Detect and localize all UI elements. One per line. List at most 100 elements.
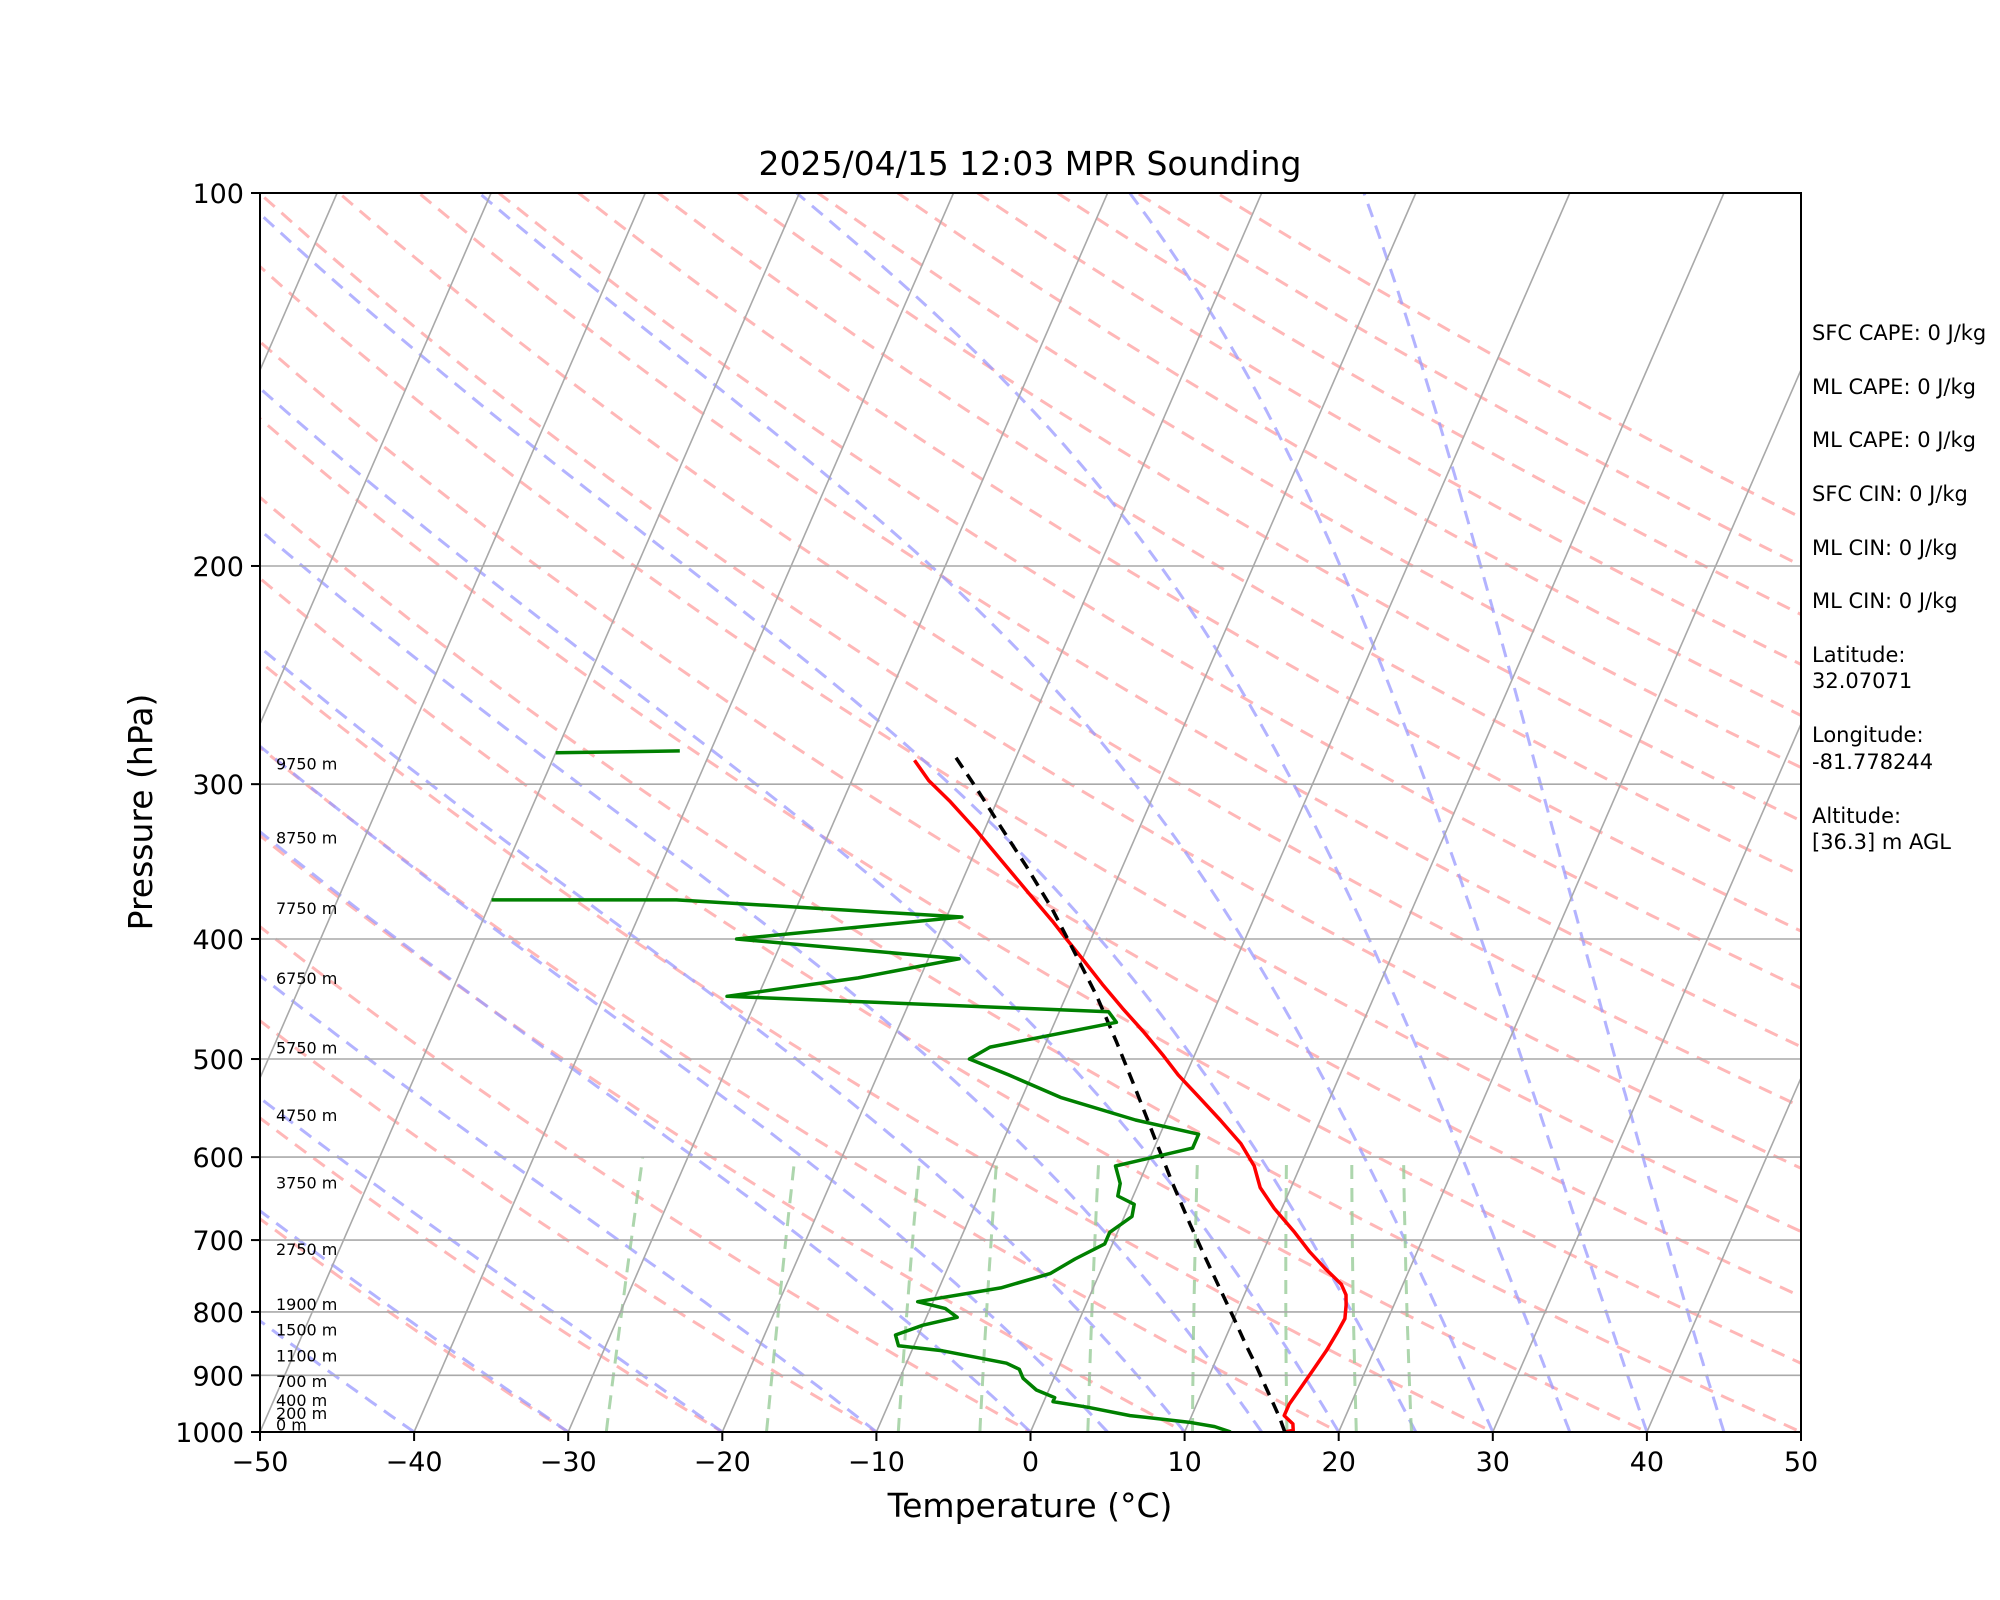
moist-adiabat	[260, 527, 1263, 1432]
info-latitude-label: Latitude:	[1812, 643, 1906, 667]
info-ml-cape-2: ML CAPE: 0 J/kg	[1812, 428, 1976, 452]
x-tick-label: −30	[540, 1447, 597, 1478]
series-line-1	[952, 753, 1287, 1432]
pressure-grid	[260, 192, 1801, 1433]
isotherm	[1337, 367, 1801, 1432]
isotherm	[1029, 193, 1571, 1432]
background-lines	[260, 193, 1801, 1432]
height-label: 9750 m	[276, 755, 337, 774]
dry-adiabat	[260, 416, 1801, 1365]
isotherm	[1646, 1076, 1801, 1432]
info-sfc-cape: SFC CAPE: 0 J/kg	[1812, 321, 1986, 345]
x-tick-label: 40	[1630, 1447, 1664, 1478]
y-tick-label: 100	[192, 179, 244, 210]
isotherm	[1183, 193, 1725, 1432]
y-tick-label: 800	[192, 1298, 244, 1329]
height-label: 200 m	[276, 1404, 327, 1423]
y-axis-title: Pressure (hPa)	[121, 694, 160, 931]
x-tick-label: −50	[232, 1447, 289, 1478]
mixing-ratio-line	[896, 1156, 922, 1432]
y-tick-label: 400	[192, 925, 244, 956]
height-label: 3750 m	[276, 1173, 337, 1192]
info-ml-cin-1: ML CIN: 0 J/kg	[1812, 536, 1958, 560]
height-label: 400 m	[276, 1391, 327, 1410]
mixing-ratio-line	[765, 1156, 797, 1432]
y-tick-label: 1000	[175, 1418, 244, 1449]
isotherm	[260, 193, 492, 726]
chart-title: 2025/04/15 12:03 MPR Sounding	[758, 144, 1301, 183]
x-tick-label: 10	[1167, 1447, 1201, 1478]
sounding-series	[491, 749, 1348, 1432]
height-label: 8750 m	[276, 829, 337, 848]
info-longitude-value: -81.778244	[1812, 750, 1933, 774]
y-tick-label: 200	[192, 552, 244, 583]
info-altitude-value: [36.3] m AGL	[1812, 830, 1951, 854]
height-label: 5750 m	[276, 1039, 337, 1058]
moist-adiabat	[260, 386, 1340, 1432]
moist-adiabat	[260, 1319, 415, 1432]
dry-adiabat	[260, 1018, 880, 1432]
mixing-ratio-line	[604, 1156, 645, 1432]
info-panel: SFC CAPE: 0 J/kg ML CAPE: 0 J/kg ML CAPE…	[1812, 321, 1986, 854]
x-tick-label: −20	[694, 1447, 751, 1478]
dry-adiabat	[260, 833, 1188, 1432]
x-tick-label: 50	[1784, 1447, 1818, 1478]
x-tick-label: 30	[1476, 1447, 1510, 1478]
dry-adiabat	[896, 193, 1801, 718]
isotherm	[413, 193, 955, 1432]
info-latitude-value: 32.07071	[1812, 669, 1912, 693]
y-tick-label: 300	[192, 770, 244, 801]
moist-adiabat	[260, 645, 1186, 1432]
dry-adiabat	[260, 264, 1801, 1234]
info-altitude-label: Altitude:	[1812, 804, 1901, 828]
x-tick-label: −10	[848, 1447, 905, 1478]
x-tick-label: 20	[1322, 1447, 1356, 1478]
x-tick-label: −40	[386, 1447, 443, 1478]
moist-adiabat	[1362, 193, 1726, 1432]
isotherm	[875, 193, 1417, 1432]
moist-adiabat	[478, 193, 1495, 1432]
mixing-ratio-line	[1402, 1157, 1413, 1432]
dry-adiabat	[260, 1116, 726, 1432]
dry-adiabat	[260, 745, 1342, 1432]
moist-adiabat	[260, 211, 1418, 1432]
y-tick-label: 900	[192, 1361, 244, 1392]
height-label: 2750 m	[276, 1240, 337, 1259]
series-line-2	[491, 898, 1232, 1432]
info-sfc-cin: SFC CIN: 0 J/kg	[1812, 482, 1968, 506]
y-tick-label: 500	[192, 1045, 244, 1076]
moist-adiabat	[1128, 193, 1649, 1432]
info-ml-cape-1: ML CAPE: 0 J/kg	[1812, 375, 1976, 399]
x-tick-label: 0	[1022, 1447, 1039, 1478]
info-longitude-label: Longitude:	[1812, 723, 1924, 747]
mixing-ratio-line	[1350, 1157, 1358, 1432]
moist-adiabat	[795, 193, 1572, 1432]
y-tick-label: 700	[192, 1226, 244, 1257]
isotherm	[567, 193, 1109, 1432]
height-label: 4750 m	[276, 1106, 337, 1125]
dry-adiabat	[260, 495, 1801, 1432]
dry-adiabat	[497, 193, 1801, 990]
height-label: 1100 m	[276, 1346, 337, 1365]
dry-adiabat	[577, 193, 1801, 933]
y-axis-ticks: 100 200 300 400 500 600 700 800 900 1000	[175, 179, 260, 1449]
height-label: 1900 m	[276, 1295, 337, 1314]
moist-adiabat	[260, 744, 1109, 1432]
height-label: 0 m	[276, 1415, 307, 1434]
dry-adiabat	[657, 193, 1801, 877]
dry-adiabat	[260, 659, 1497, 1432]
plot-frame	[259, 192, 1802, 1433]
dry-adiabat	[260, 1216, 571, 1432]
moist-adiabat	[260, 973, 878, 1432]
dry-adiabat	[737, 193, 1801, 823]
dry-adiabat	[260, 339, 1801, 1299]
mixing-ratio-line	[1191, 1157, 1199, 1432]
x-axis-title: Temperature (°C)	[887, 1486, 1173, 1525]
y-tick-label: 600	[192, 1143, 244, 1174]
isotherm	[1492, 722, 1801, 1432]
dry-adiabat	[338, 193, 1801, 1109]
moist-adiabat	[260, 829, 1032, 1432]
info-ml-cin-2: ML CIN: 0 J/kg	[1812, 589, 1958, 613]
